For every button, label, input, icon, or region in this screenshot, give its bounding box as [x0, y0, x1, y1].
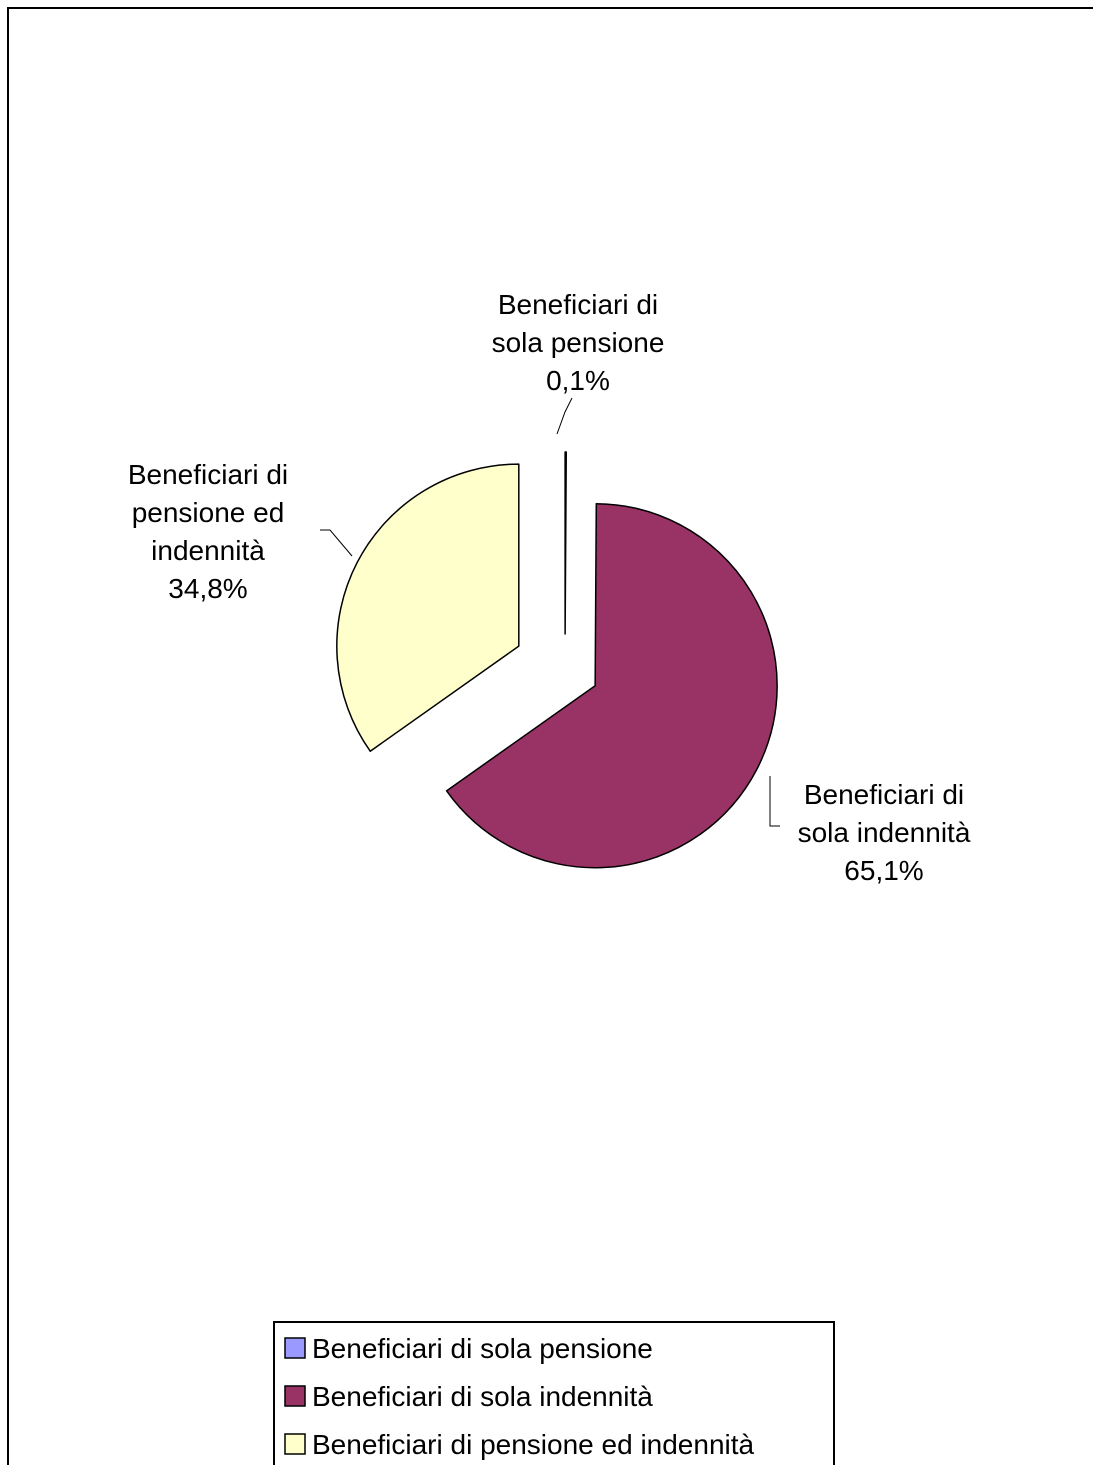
- data-labels: Beneficiari di sola pensione 0,1% Beneficia…: [128, 289, 971, 886]
- data-label-beneficiari-di-pensione-ed-indennita: Beneficiari di pensione ed indennità 34,8%: [128, 459, 288, 604]
- legend-swatch-beneficiari-di-sola-pensione: [284, 1337, 306, 1359]
- data-label-beneficiari-di-sola-pensione: Beneficiari di sola pensione 0,1%: [492, 289, 665, 396]
- legend-swatch-beneficiari-di-pensione-ed-indennita: [284, 1433, 306, 1455]
- pie-slices: [336, 451, 778, 869]
- leader-lines: [320, 397, 780, 827]
- pie-slice-beneficiari-di-sola-indennita: [445, 502, 778, 869]
- legend-box: [273, 1321, 835, 1470]
- legend-label-beneficiari-di-pensione-ed-indennita: Beneficiari di pensione ed indennità: [312, 1429, 755, 1460]
- leader-line-beneficiari-di-pensione-ed-indennita: [320, 529, 353, 557]
- legend: Beneficiari di sola pensione Beneficiari …: [273, 1321, 835, 1470]
- data-label-beneficiari-di-sola-indennita: Beneficiari di sola indennità 65,1%: [798, 779, 971, 886]
- pie-slice-beneficiari-di-pensione-ed-indennita: [336, 463, 520, 752]
- legend-swatch-beneficiari-di-sola-indennita: [284, 1385, 306, 1407]
- pie-slice-beneficiari-di-sola-pensione: [564, 451, 568, 635]
- leader-line-beneficiari-di-sola-indennita: [769, 776, 780, 827]
- leader-line-beneficiari-di-sola-pensione: [556, 397, 573, 435]
- legend-label-beneficiari-di-sola-pensione: Beneficiari di sola pensione: [312, 1333, 653, 1364]
- legend-label-beneficiari-di-sola-indennita: Beneficiari di sola indennità: [312, 1381, 653, 1412]
